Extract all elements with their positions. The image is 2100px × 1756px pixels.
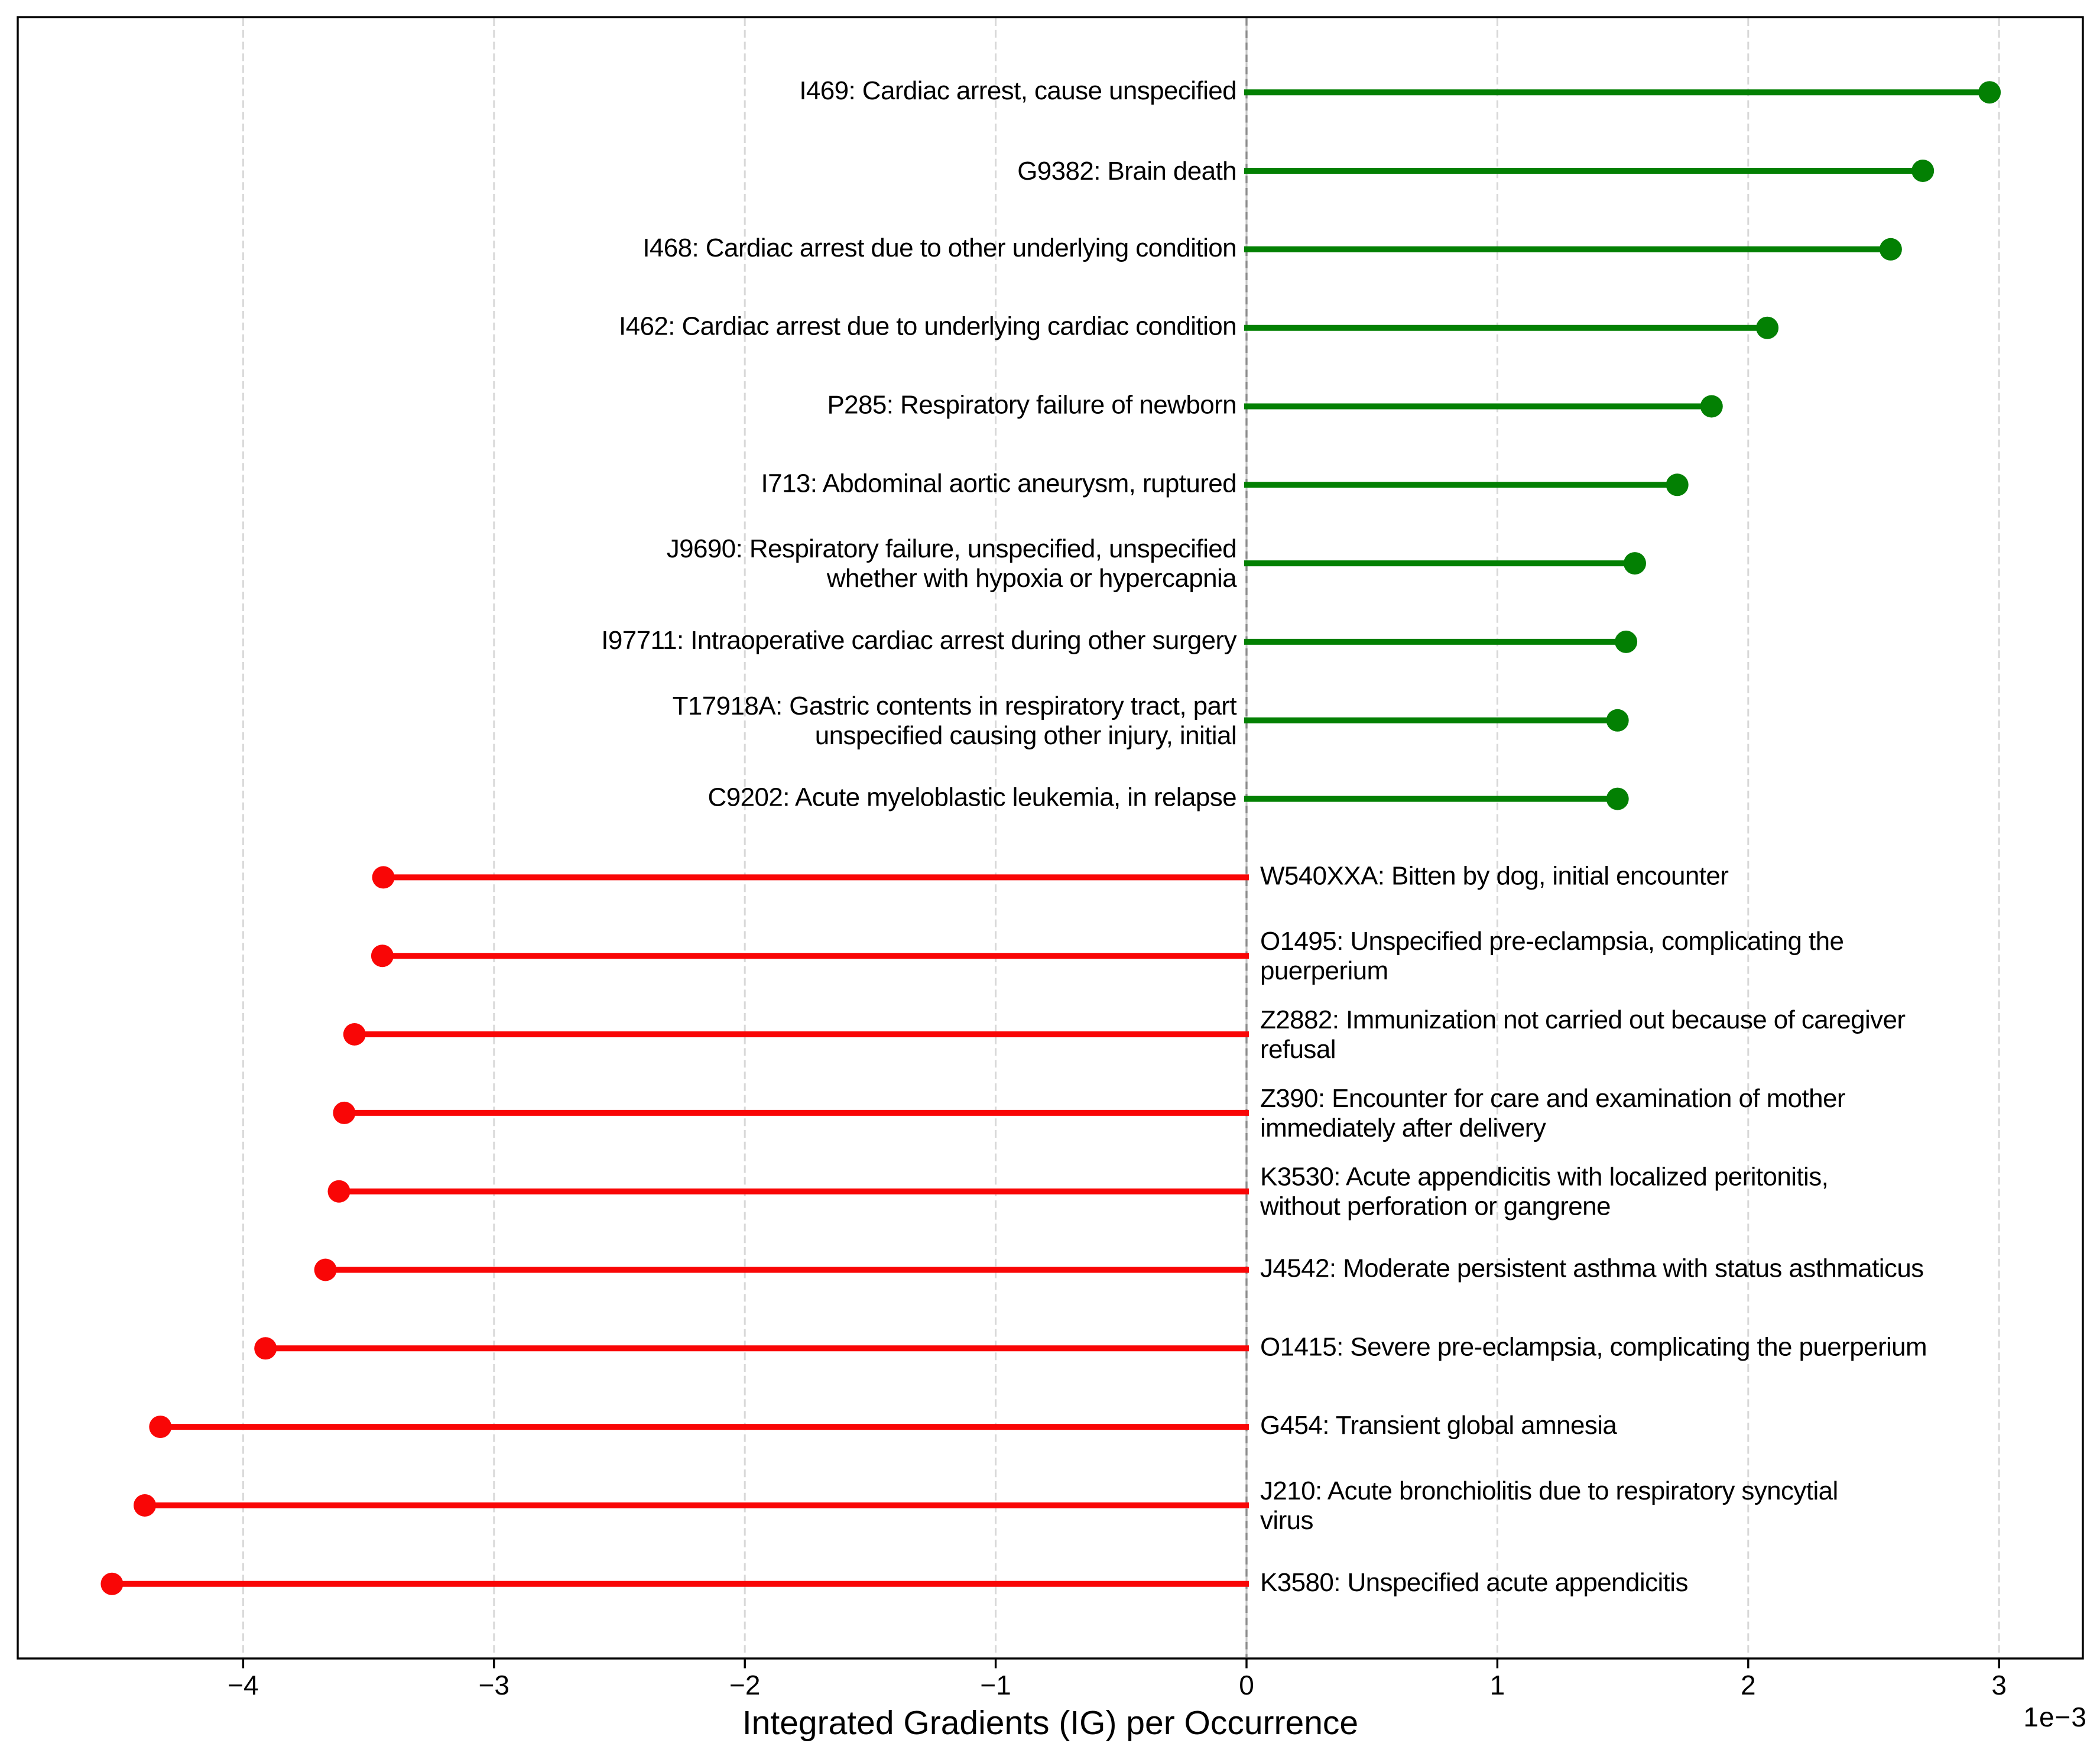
svg-text:I97711: Intraoperative cardiac: I97711: Intraoperative cardiac arrest du… [601,626,1236,655]
svg-text:J9690: Respiratory failure, un: J9690: Respiratory failure, unspecified,… [667,534,1236,563]
svg-text:K3580: Unspecified acute appen: K3580: Unspecified acute appendicitis [1260,1568,1688,1597]
svg-text:puerperium: puerperium [1260,956,1388,985]
svg-text:Z390: Encounter for care and e: Z390: Encounter for care and examination… [1260,1084,1845,1113]
svg-text:C9202: Acute myeloblastic leuk: C9202: Acute myeloblastic leukemia, in r… [708,783,1236,812]
svg-text:2: 2 [1741,1670,1756,1700]
svg-text:0: 0 [1239,1670,1254,1700]
svg-text:G9382: Brain death: G9382: Brain death [1017,157,1236,186]
svg-text:−4: −4 [228,1670,258,1700]
svg-text:−3: −3 [479,1670,509,1700]
svg-text:I469: Cardiac arrest, cause un: I469: Cardiac arrest, cause unspecified [799,76,1236,105]
svg-text:virus: virus [1260,1506,1313,1535]
svg-text:O1415: Severe pre-eclampsia, c: O1415: Severe pre-eclampsia, complicatin… [1260,1332,1927,1361]
svg-text:J4542: Moderate persistent ast: J4542: Moderate persistent asthma with s… [1260,1254,1924,1283]
svg-text:refusal: refusal [1260,1035,1336,1064]
svg-text:W540XXA: Bitten by dog, initia: W540XXA: Bitten by dog, initial encounte… [1260,861,1728,890]
svg-text:G454: Transient global amnesia: G454: Transient global amnesia [1260,1411,1617,1440]
svg-text:I713: Abdominal aortic aneurys: I713: Abdominal aortic aneurysm, rupture… [761,469,1236,498]
svg-text:3: 3 [1991,1670,2007,1700]
svg-text:1e−3: 1e−3 [2023,1702,2087,1732]
svg-text:Integrated Gradients (IG) per: Integrated Gradients (IG) per Occurrence [742,1704,1358,1742]
svg-text:−2: −2 [729,1670,760,1700]
svg-text:immediately after delivery: immediately after delivery [1260,1114,1546,1142]
svg-text:O1495: Unspecified pre-eclamps: O1495: Unspecified pre-eclampsia, compli… [1260,927,1843,956]
svg-text:−1: −1 [980,1670,1011,1700]
svg-text:P285: Respiratory failure of n: P285: Respiratory failure of newborn [827,391,1236,420]
svg-text:whether with hypoxia or hyperc: whether with hypoxia or hypercapnia [826,564,1237,593]
svg-text:1: 1 [1490,1670,1505,1700]
svg-text:T17918A: Gastric contents in r: T17918A: Gastric contents in respiratory… [673,692,1237,720]
svg-text:K3530: Acute appendicitis with: K3530: Acute appendicitis with localized… [1260,1163,1828,1192]
svg-text:I462: Cardiac arrest due to un: I462: Cardiac arrest due to underlying c… [619,312,1236,341]
svg-text:unspecified causing other inju: unspecified causing other injury, initia… [815,721,1236,750]
svg-text:I468: Cardiac arrest due to ot: I468: Cardiac arrest due to other underl… [642,233,1236,262]
svg-text:without perforation or gangren: without perforation or gangrene [1260,1192,1611,1221]
svg-text:J210: Acute bronchiolitis due: J210: Acute bronchiolitis due to respira… [1260,1476,1838,1505]
svg-text:Z2882: Immunization not carrie: Z2882: Immunization not carried out beca… [1260,1005,1905,1034]
